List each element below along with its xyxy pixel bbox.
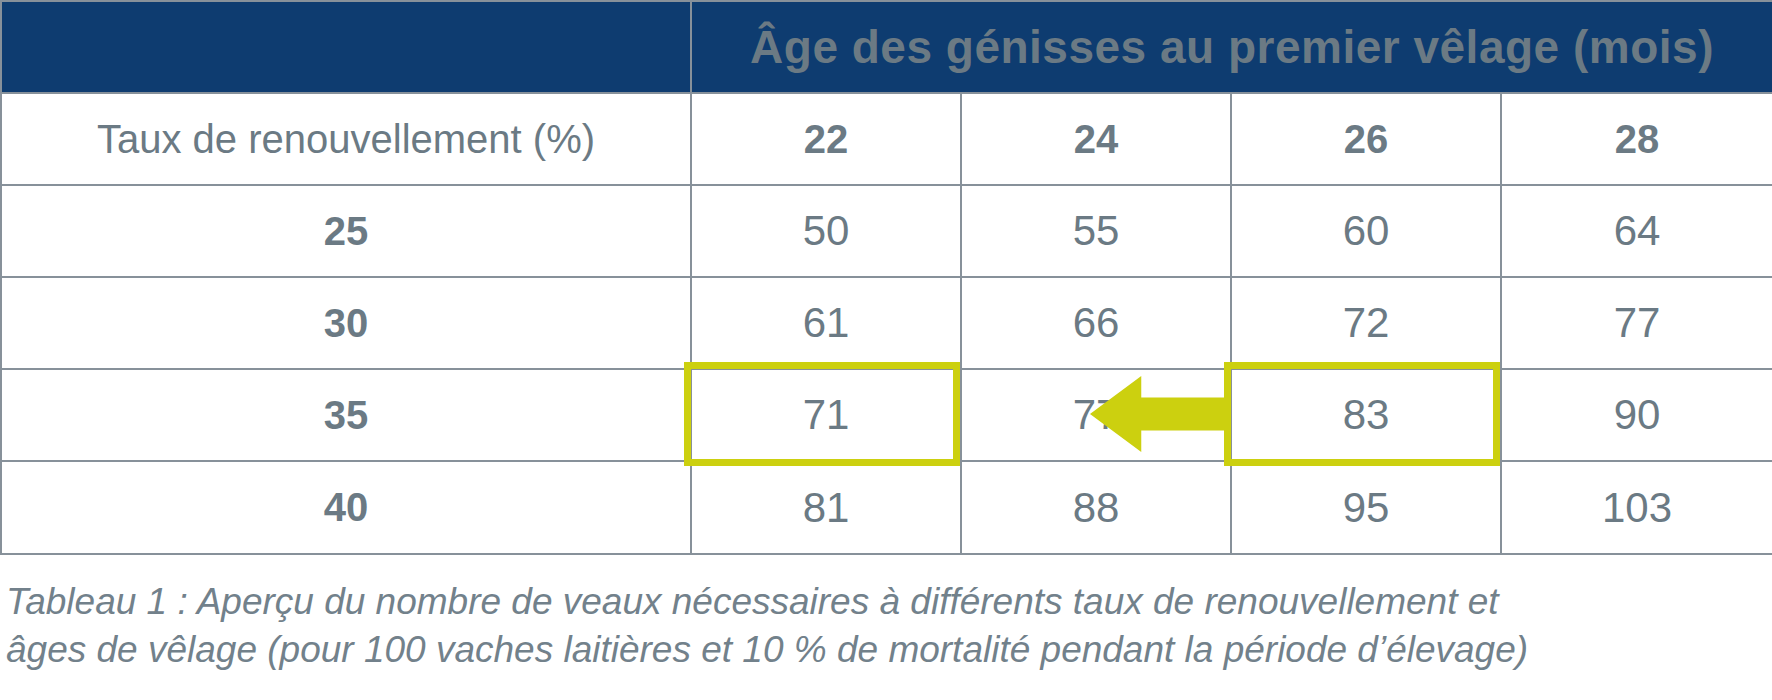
table-row-25: 25 50 55 60 64 [1,185,1772,277]
cell-30-28: 77 [1501,277,1772,369]
cell-40-28: 103 [1501,461,1772,554]
row-header-35: 35 [1,369,691,461]
caption-line-1: Tableau 1 : Aperçu du nombre de veaux né… [6,578,1766,626]
cell-35-26-highlighted: 83 [1231,369,1501,461]
row-dimension-label: Taux de renouvellement (%) [1,93,691,185]
cell-40-26: 95 [1231,461,1501,554]
cell-35-24-arrow-target: 77 [961,369,1231,461]
table-row-40: 40 81 88 95 103 [1,461,1772,554]
cell-30-24: 66 [961,277,1231,369]
col-header-24: 24 [961,93,1231,185]
col-header-28: 28 [1501,93,1772,185]
cell-40-22: 81 [691,461,961,554]
cell-25-28: 64 [1501,185,1772,277]
table-banner-row: Âge des génisses au premier vêlage (mois… [1,1,1772,93]
cell-35-28: 90 [1501,369,1772,461]
page: Âge des génisses au premier vêlage (mois… [0,0,1772,700]
cell-40-24: 88 [961,461,1231,554]
corner-cell [1,1,691,93]
row-header-40: 40 [1,461,691,554]
table-caption: Tableau 1 : Aperçu du nombre de veaux né… [6,578,1766,674]
cell-25-26: 60 [1231,185,1501,277]
row-header-30: 30 [1,277,691,369]
table-row-35: 35 71 77 83 90 [1,369,1772,461]
table-row-30: 30 61 66 72 77 [1,277,1772,369]
column-header-row: Taux de renouvellement (%) 22 24 26 28 [1,93,1772,185]
cell-25-24: 55 [961,185,1231,277]
table-title: Âge des génisses au premier vêlage (mois… [691,1,1772,93]
row-header-25: 25 [1,185,691,277]
col-header-26: 26 [1231,93,1501,185]
calving-age-table: Âge des génisses au premier vêlage (mois… [0,0,1772,555]
cell-25-22: 50 [691,185,961,277]
cell-30-26: 72 [1231,277,1501,369]
cell-30-22: 61 [691,277,961,369]
cell-35-22-highlighted: 71 [691,369,961,461]
caption-line-2: âges de vêlage (pour 100 vaches laitière… [6,626,1766,674]
col-header-22: 22 [691,93,961,185]
